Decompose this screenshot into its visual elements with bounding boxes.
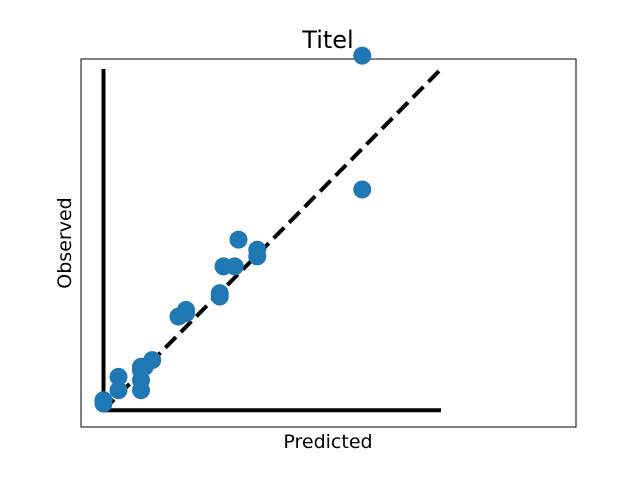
chart-title: Titel: [301, 26, 353, 54]
data-point: [353, 46, 372, 65]
identity-dashed-line: [102, 67, 443, 412]
data-point: [109, 367, 128, 386]
data-point: [210, 284, 229, 303]
plot-area-frame: [80, 58, 577, 428]
reference-lines: [101, 67, 443, 413]
data-point: [353, 180, 372, 199]
data-point: [177, 300, 195, 319]
y-axis-label: Observed: [54, 197, 76, 288]
x-axis-label: Predicted: [283, 431, 372, 453]
data-point: [229, 230, 248, 249]
data-point: [94, 391, 113, 410]
data-point: [225, 257, 244, 276]
data-point: [143, 351, 162, 370]
data-point: [248, 240, 267, 259]
data-points: [94, 46, 372, 413]
data-point: [109, 381, 128, 400]
